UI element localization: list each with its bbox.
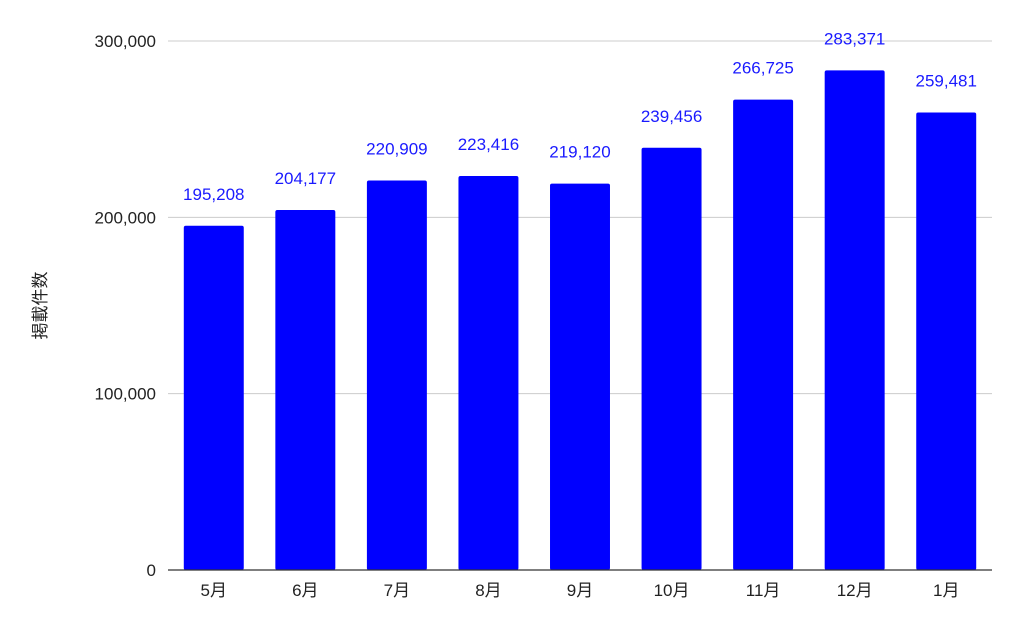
y-axis-ticks: 0 100,000 200,000 300,000	[95, 32, 156, 580]
bar-data-label: 239,456	[641, 107, 702, 126]
bar	[183, 225, 244, 570]
y-tick-label: 200,000	[95, 208, 156, 227]
bar-data-label: 220,909	[366, 139, 427, 158]
bar-data-label: 195,208	[183, 185, 244, 204]
bar-data-label: 223,416	[458, 135, 519, 154]
bar	[550, 183, 610, 570]
bar	[275, 209, 336, 570]
y-tick-label: 300,000	[95, 32, 156, 51]
data-labels: 195,208 204,177 220,909 223,416 219,120 239,4…	[183, 29, 977, 203]
x-tick-label: 12月	[837, 581, 873, 600]
y-axis-title: 掲載件数	[31, 272, 50, 340]
x-axis-ticks: 5月 6月 7月 8月 9月 10月 11月 12月 1月	[201, 581, 960, 600]
bar	[733, 99, 794, 570]
x-tick-label: 6月	[292, 581, 318, 600]
x-tick-label: 9月	[567, 581, 593, 600]
x-tick-label: 1月	[933, 581, 959, 600]
y-tick-label: 100,000	[95, 385, 156, 404]
x-tick-label: 10月	[654, 581, 690, 600]
bars	[183, 70, 977, 571]
bar-data-label: 259,481	[915, 71, 976, 90]
bar	[458, 176, 519, 570]
y-tick-label: 0	[147, 561, 156, 580]
x-tick-label: 11月	[746, 581, 781, 600]
bar	[916, 112, 977, 571]
bar-data-label: 266,725	[732, 59, 793, 78]
bar	[366, 180, 427, 570]
bar-data-label: 204,177	[275, 169, 336, 188]
bar	[641, 147, 702, 570]
x-tick-label: 5月	[201, 581, 227, 600]
bar-data-label: 283,371	[824, 29, 885, 48]
bar-data-label: 219,120	[549, 143, 610, 162]
x-tick-label: 8月	[475, 581, 501, 600]
x-tick-label: 7月	[384, 581, 410, 600]
bar	[824, 70, 885, 570]
